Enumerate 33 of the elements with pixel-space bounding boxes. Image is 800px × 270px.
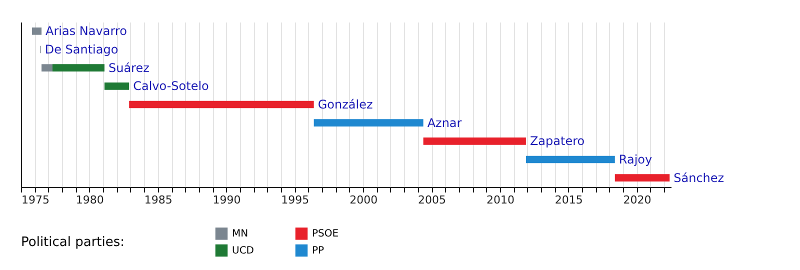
x-tick-label: 2005 [418, 194, 446, 206]
y-tick-label: Arias Navarro [46, 24, 127, 38]
bar [129, 100, 314, 108]
legend-label: PP [312, 246, 324, 256]
y-tick-label: Rajoy [618, 152, 652, 166]
bar [614, 174, 670, 182]
x-tick-label: 1980 [76, 194, 104, 206]
x-tick-label: 2020 [623, 194, 652, 206]
x-tick-label: 2015 [554, 194, 583, 206]
bar [526, 156, 615, 164]
y-tick-label: Suárez [108, 60, 150, 75]
y-tick-label: Sánchez [674, 170, 724, 185]
legend-title: Political parties: [21, 235, 125, 250]
x-tick-label: 1990 [212, 194, 241, 206]
bar [314, 119, 424, 126]
bar [52, 64, 104, 72]
bar [32, 28, 42, 35]
x-tick-label: 1975 [22, 194, 50, 206]
legend-label: MN [232, 228, 248, 240]
bar [42, 64, 52, 72]
y-tick-label: Zapatero [530, 134, 585, 148]
bar [104, 82, 130, 90]
legend-label: PSOE [312, 228, 339, 240]
x-tick-label: 2010 [486, 194, 514, 206]
y-tick-label: De Santiago [44, 42, 118, 56]
legend-label: UCD [232, 246, 254, 256]
y-tick-label: Calvo-Sotelo [133, 79, 209, 94]
x-tick-label: 2000 [350, 194, 378, 206]
bar [423, 138, 526, 145]
x-tick-label: 1995 [281, 194, 310, 206]
y-tick-label: Aznar [427, 116, 462, 130]
y-tick-label: González [318, 98, 373, 112]
x-tick-label: 1985 [144, 194, 172, 206]
